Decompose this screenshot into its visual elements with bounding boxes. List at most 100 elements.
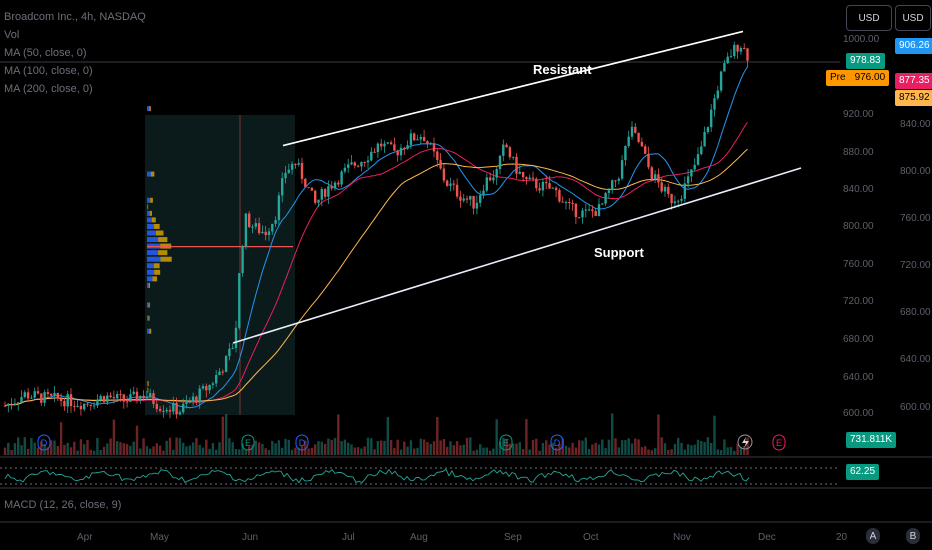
profile-bar-up	[147, 302, 149, 308]
volume-bar	[109, 438, 112, 455]
candle-body	[297, 163, 300, 165]
volume-bar	[693, 444, 696, 455]
profile-bar-down	[150, 197, 153, 203]
candle-body	[83, 403, 86, 410]
event-marker-label: E	[245, 438, 251, 448]
volume-bar	[531, 439, 535, 455]
candle-body	[564, 202, 568, 204]
volume-bar	[172, 449, 175, 455]
candle-body	[653, 174, 657, 180]
candle-body	[178, 412, 182, 415]
candle-body	[294, 163, 297, 165]
volume-bar	[350, 444, 353, 455]
candle-body	[310, 187, 314, 191]
volume-bar	[403, 441, 406, 455]
volume-bar	[83, 444, 86, 455]
volume-bar	[469, 437, 472, 455]
candle-body	[591, 209, 594, 212]
volume-bar	[30, 438, 33, 455]
volume-bar	[201, 447, 205, 455]
volume-bar	[155, 443, 158, 455]
volume-bar	[386, 417, 389, 455]
candle-body	[736, 44, 739, 52]
volume-bar	[254, 440, 257, 455]
secondary-axis-tick: 640.00	[900, 354, 931, 365]
time-axis-tick: Apr	[77, 532, 93, 543]
candle-body	[416, 139, 419, 141]
legend-vol[interactable]: Vol	[4, 29, 20, 41]
price-axis-tick: 680.00	[843, 334, 874, 345]
candle-body	[7, 403, 10, 406]
profile-bar-up	[147, 269, 155, 275]
candle-body	[446, 180, 449, 186]
profile-bar-up	[147, 171, 152, 177]
volume-bar	[224, 414, 228, 455]
profile-bar-up	[147, 250, 159, 256]
volume-bar	[337, 414, 340, 455]
candle-body	[690, 169, 693, 177]
candle-body	[251, 226, 254, 228]
candle-body	[660, 182, 663, 192]
volume-bar	[393, 448, 396, 455]
volume-bar	[554, 447, 558, 455]
profile-bar-down	[154, 269, 161, 275]
volume-bar	[578, 440, 581, 455]
volume-bar	[304, 440, 307, 455]
candle-body	[139, 395, 142, 401]
auto-scale-button[interactable]: A	[866, 528, 880, 544]
volume-bar	[482, 447, 485, 455]
candle-body	[231, 348, 234, 350]
event-marker	[241, 434, 255, 451]
legend-symbol[interactable]: Broadcom Inc., 4h, NASDAQ	[4, 11, 146, 23]
candle-body	[86, 403, 89, 405]
volume-bar	[653, 448, 657, 455]
time-axis-tick: May	[150, 532, 169, 543]
candle-body	[594, 211, 597, 216]
time-axis-tick: Jun	[242, 532, 258, 543]
candle-body	[726, 56, 729, 64]
volume-bar	[244, 449, 248, 455]
profile-bar-down	[147, 204, 149, 210]
candle-body	[389, 142, 393, 145]
volume-bar	[353, 447, 356, 455]
volume-bar	[152, 446, 155, 455]
candle-body	[713, 98, 716, 110]
volume-bar	[277, 440, 281, 455]
volume-bar	[644, 446, 647, 455]
candle-body	[360, 162, 363, 167]
ma-200-line	[4, 148, 748, 407]
candle-body	[667, 186, 670, 194]
volume-bar	[241, 443, 244, 455]
candle-body	[498, 155, 502, 170]
candle-body	[274, 220, 277, 224]
candle-body	[558, 190, 561, 202]
candle-body	[119, 394, 122, 396]
volume-bar	[376, 441, 380, 455]
volume-bar	[106, 443, 109, 455]
legend-macd[interactable]: MACD (12, 26, close, 9)	[4, 499, 122, 511]
price-axis-tick: 880.00	[843, 147, 874, 158]
candle-body	[271, 223, 274, 232]
candle-body	[670, 193, 673, 204]
currency-button-secondary[interactable]: USD	[895, 5, 931, 31]
ma-red-price-tag: 877.35	[895, 73, 932, 89]
legend-ma200[interactable]: MA (200, close, 0)	[4, 83, 93, 95]
candle-body	[304, 178, 307, 188]
volume-bar	[198, 444, 201, 455]
candle-body	[551, 187, 554, 189]
volume-bar	[215, 449, 218, 455]
legend-ma50[interactable]: MA (50, close, 0)	[4, 47, 87, 59]
candle-body	[505, 144, 508, 148]
candle-body	[647, 153, 650, 168]
volume-bar	[195, 438, 198, 455]
log-scale-button[interactable]: B	[906, 528, 920, 544]
volume-bar	[7, 442, 10, 455]
candle-body	[693, 164, 696, 170]
currency-button[interactable]: USD	[846, 5, 892, 31]
volume-bar	[63, 444, 66, 455]
candle-body	[680, 198, 683, 201]
legend-ma100[interactable]: MA (100, close, 0)	[4, 65, 93, 77]
volume-bar	[33, 442, 36, 455]
candle-body	[109, 395, 112, 398]
